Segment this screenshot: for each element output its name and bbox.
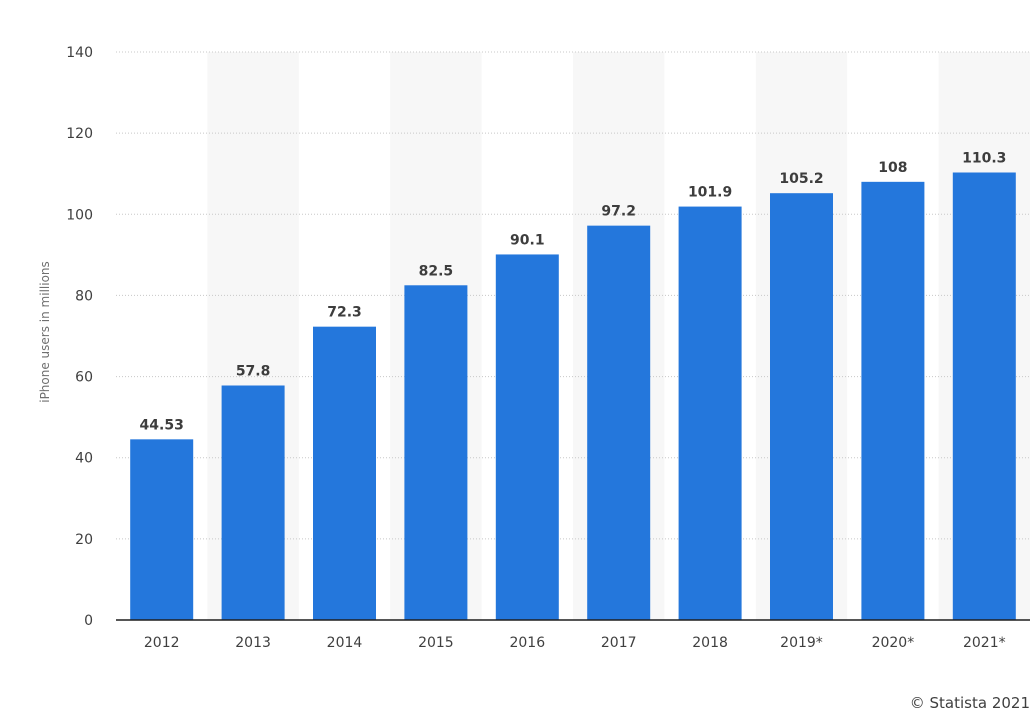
data-label: 108 [878, 160, 907, 176]
data-label: 57.8 [236, 363, 271, 379]
x-tick-label: 2019* [780, 635, 823, 651]
x-tick-label: 2018 [692, 635, 728, 651]
y-tick-label: 100 [66, 207, 93, 223]
bars [130, 172, 1016, 621]
y-tick-label: 80 [75, 288, 93, 304]
x-tick-label: 2013 [235, 635, 271, 651]
bar [495, 254, 559, 621]
y-tick-label: 40 [75, 451, 93, 467]
y-tick-labels: 0 20 40 60 80 100 120 140 [66, 45, 93, 629]
data-label: 110.3 [962, 150, 1006, 166]
bar [861, 181, 925, 621]
bar [678, 206, 742, 620]
data-label: 90.1 [510, 232, 545, 248]
bar [952, 172, 1016, 621]
x-tick-label: 2012 [144, 635, 180, 651]
bar [770, 193, 833, 620]
bar [221, 385, 285, 620]
bar [404, 285, 468, 620]
y-axis-title: iPhone users in millions [38, 261, 52, 403]
bar [587, 225, 651, 620]
y-tick-label: 120 [66, 126, 93, 142]
data-labels: 44.53 57.8 72.3 82.5 90.1 97.2 101.9 105.2 108 11… [140, 150, 1007, 433]
gridlines [116, 51, 1030, 540]
source-credit: © Statista 2021 [909, 694, 1030, 712]
data-label: 44.53 [140, 417, 184, 433]
y-tick-label: 20 [75, 532, 93, 548]
data-label: 101.9 [688, 185, 732, 201]
y-tick-label: 140 [66, 45, 93, 61]
x-tick-labels: 2012 2013 2014 2015 2016 2017 2018 2019* 2020* 20… [144, 635, 1006, 651]
bar [130, 439, 194, 620]
x-tick-label: 2017 [601, 635, 637, 651]
y-tick-label: 0 [84, 613, 93, 629]
data-label: 105.2 [779, 171, 823, 187]
y-tick-label: 60 [75, 370, 93, 386]
bar [313, 326, 376, 620]
data-label: 72.3 [327, 305, 362, 321]
data-label: 97.2 [601, 204, 636, 220]
x-tick-label: 2016 [509, 635, 545, 651]
x-tick-label: 2021* [963, 635, 1006, 651]
x-tick-label: 2015 [418, 635, 454, 651]
x-tick-label: 2020* [872, 635, 915, 651]
data-label: 82.5 [419, 263, 454, 279]
x-tick-label: 2014 [327, 635, 363, 651]
